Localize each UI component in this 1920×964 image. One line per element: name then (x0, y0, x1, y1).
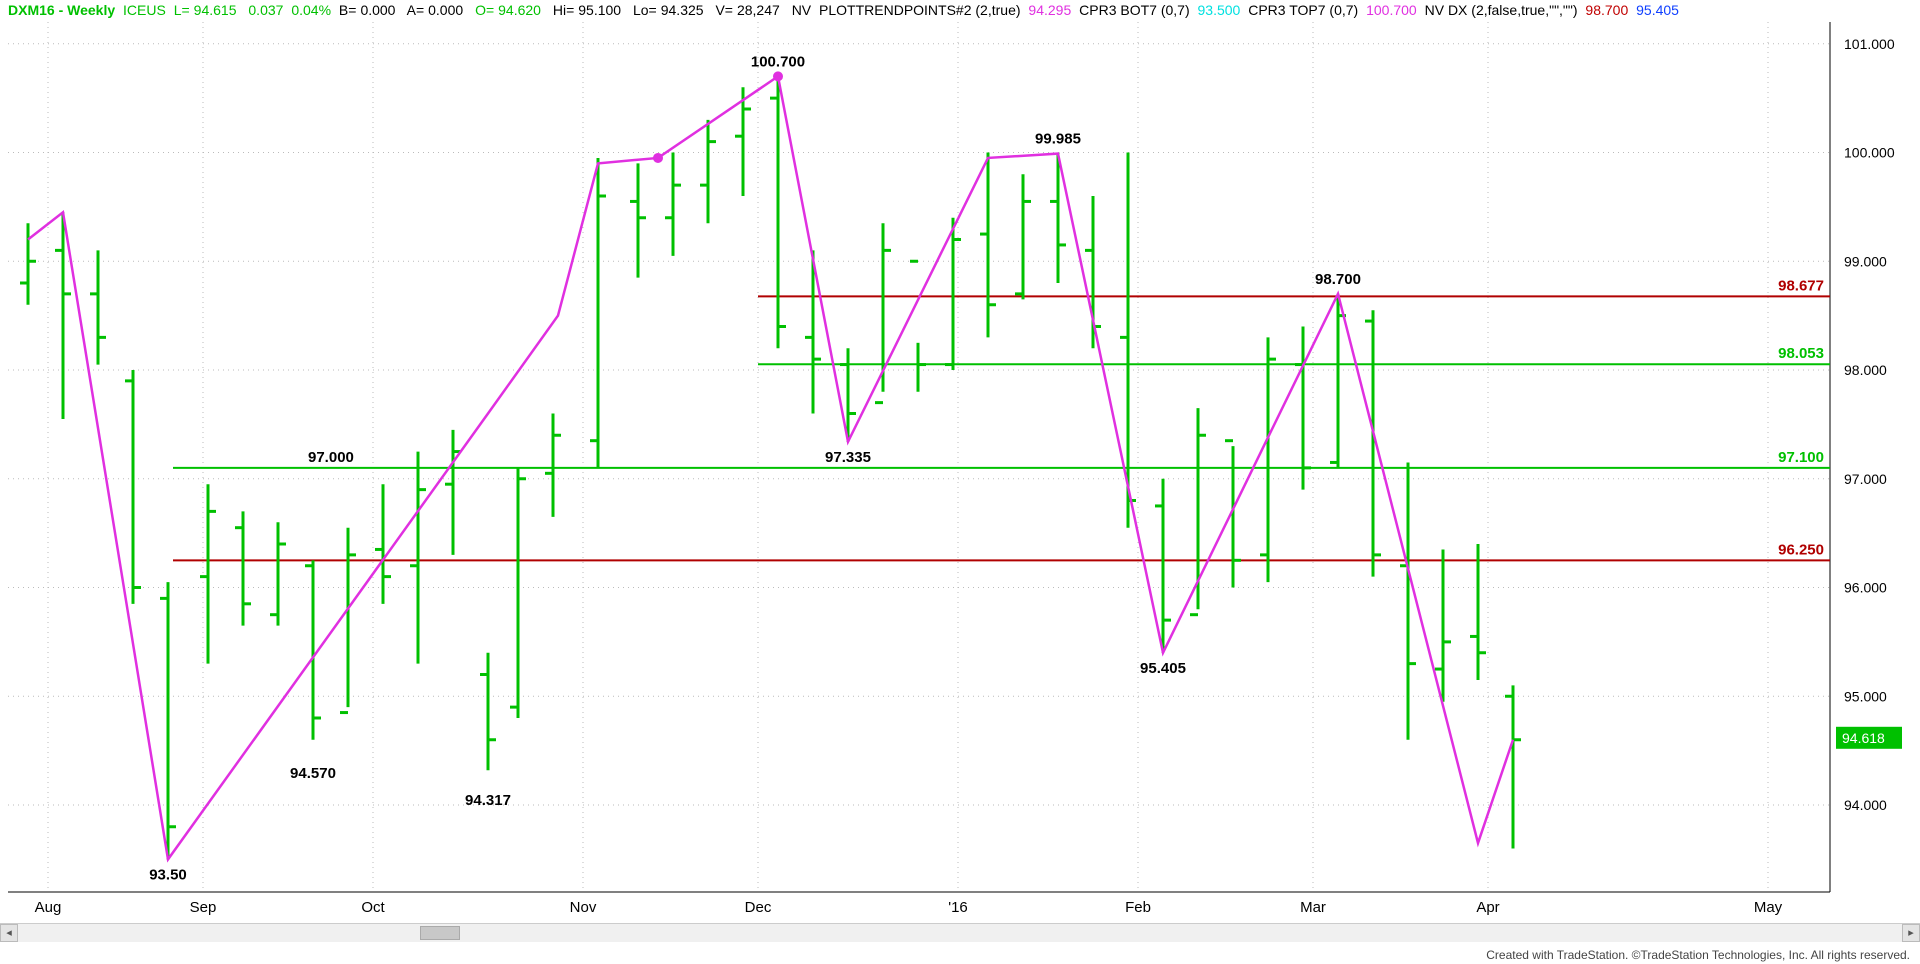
price-chart[interactable]: 94.000 95.000 96.000 97.000 98.000 99.000 100.… (8, 22, 1912, 922)
svg-text:'16: '16 (948, 899, 968, 916)
svg-text:98.053: 98.053 (1778, 345, 1824, 362)
svg-text:Nov: Nov (570, 899, 597, 916)
svg-text:May: May (1754, 899, 1783, 916)
symbol: DXM16 - Weekly (8, 2, 115, 18)
svg-text:Sep: Sep (190, 899, 217, 916)
svg-text:98.677: 98.677 (1778, 277, 1824, 294)
svg-text:Apr: Apr (1476, 899, 1499, 916)
svg-text:96.250: 96.250 (1778, 541, 1824, 558)
svg-text:Oct: Oct (361, 899, 385, 916)
svg-text:99.000: 99.000 (1844, 253, 1887, 269)
svg-text:96.000: 96.000 (1844, 580, 1887, 596)
svg-text:95.000: 95.000 (1844, 688, 1887, 704)
svg-text:97.000: 97.000 (308, 449, 354, 466)
exchange: ICEUS (123, 2, 166, 18)
svg-text:98.000: 98.000 (1844, 362, 1887, 378)
scroll-left-button[interactable]: ◂ (0, 924, 18, 942)
scroll-right-button[interactable]: ▸ (1902, 924, 1920, 942)
svg-text:98.700: 98.700 (1315, 271, 1361, 288)
svg-text:97.335: 97.335 (825, 449, 871, 466)
svg-text:97.000: 97.000 (1844, 471, 1887, 487)
svg-text:94.317: 94.317 (465, 792, 511, 809)
svg-text:94.000: 94.000 (1844, 797, 1887, 813)
svg-text:94.570: 94.570 (290, 765, 336, 782)
scroll-thumb[interactable] (420, 926, 460, 940)
svg-text:93.50: 93.50 (149, 866, 187, 883)
svg-text:Dec: Dec (745, 899, 772, 916)
svg-text:99.985: 99.985 (1035, 131, 1081, 148)
chart-header: DXM16 - Weekly ICEUS L=94.615 0.037 0.04… (8, 2, 1683, 18)
svg-text:Mar: Mar (1300, 899, 1326, 916)
svg-text:94.618: 94.618 (1842, 730, 1885, 746)
svg-text:101.000: 101.000 (1844, 36, 1895, 52)
svg-text:Aug: Aug (35, 899, 62, 916)
svg-text:100.000: 100.000 (1844, 145, 1895, 161)
svg-text:95.405: 95.405 (1140, 660, 1186, 677)
svg-text:Feb: Feb (1125, 899, 1151, 916)
footer-credit: Created with TradeStation. ©TradeStation… (1486, 948, 1910, 962)
svg-text:97.100: 97.100 (1778, 449, 1824, 466)
svg-text:100.700: 100.700 (751, 53, 805, 70)
horizontal-scrollbar[interactable]: ◂ ▸ (0, 923, 1920, 942)
